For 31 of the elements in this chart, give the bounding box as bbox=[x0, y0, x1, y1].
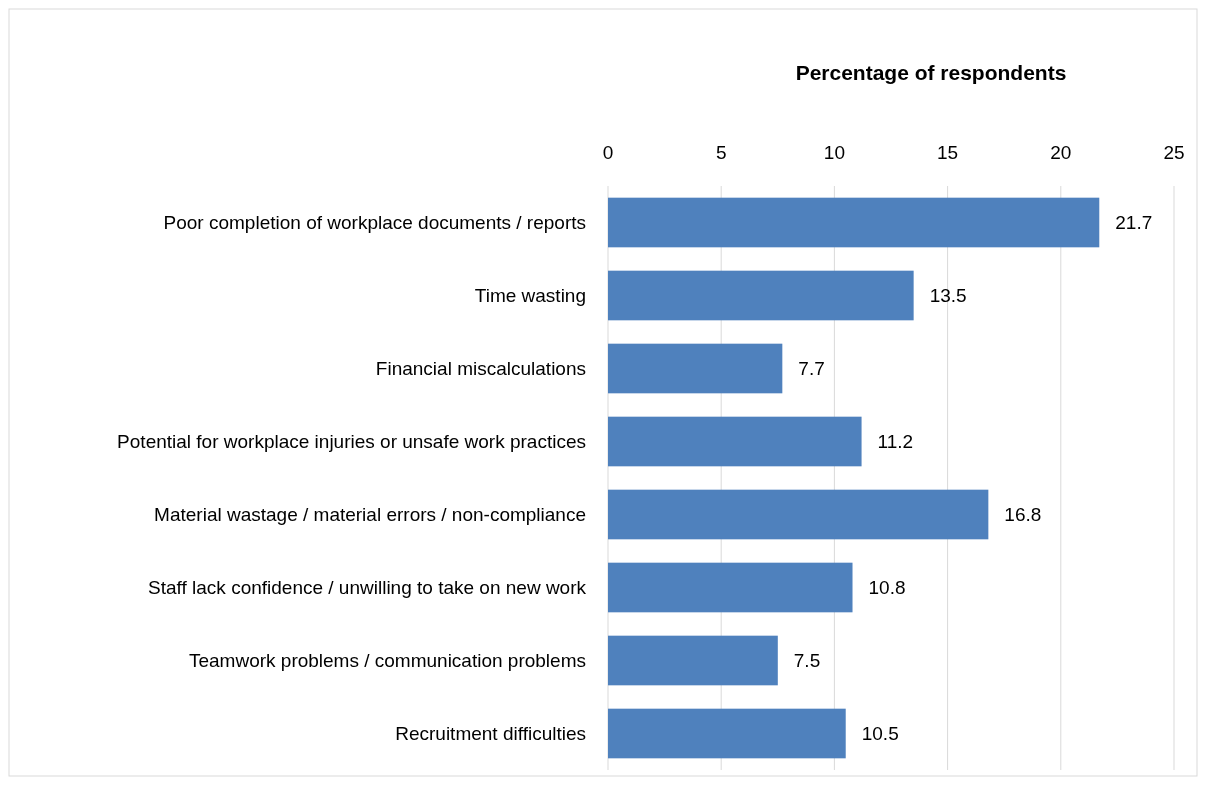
bar bbox=[608, 270, 914, 321]
data-label: 13.5 bbox=[929, 285, 967, 307]
y-tick-label: Recruitment difficulties bbox=[395, 723, 586, 745]
bar bbox=[608, 635, 778, 686]
data-label: 16.8 bbox=[1004, 504, 1042, 526]
bar bbox=[608, 562, 853, 613]
data-label: 7.7 bbox=[798, 358, 825, 380]
bar bbox=[608, 197, 1100, 248]
x-tick-label: 5 bbox=[715, 142, 727, 163]
x-tick-label: 0 bbox=[602, 142, 614, 163]
bar bbox=[608, 489, 989, 540]
bar bbox=[608, 708, 846, 759]
bar bbox=[608, 416, 862, 467]
x-tick-label: 25 bbox=[1163, 142, 1185, 163]
y-tick-label: Poor completion of workplace documents / reports bbox=[163, 212, 586, 234]
data-label: 7.5 bbox=[793, 650, 821, 672]
x-tick-label: 15 bbox=[937, 142, 959, 163]
y-tick-label: Potential for workplace injuries or unsafe work practices bbox=[117, 431, 586, 453]
y-tick-label: Staff lack confidence / unwilling to take on new work bbox=[148, 577, 587, 599]
bar bbox=[608, 343, 783, 394]
data-label: 11.2 bbox=[877, 431, 914, 453]
data-label: 21.7 bbox=[1115, 212, 1153, 234]
y-tick-label: Time wasting bbox=[474, 285, 586, 307]
x-tick-label: 20 bbox=[1050, 142, 1072, 163]
x-tick-label: 10 bbox=[823, 142, 845, 163]
y-tick-label: Teamwork problems / communication problems bbox=[188, 650, 586, 672]
data-label: 10.8 bbox=[868, 577, 906, 599]
x-axis-title: Percentage of respondents bbox=[795, 61, 1067, 84]
data-label: 10.5 bbox=[861, 723, 899, 745]
y-tick-label: Material wastage / material errors / non-compliance bbox=[154, 504, 586, 526]
y-tick-label: Financial miscalculations bbox=[375, 358, 586, 380]
